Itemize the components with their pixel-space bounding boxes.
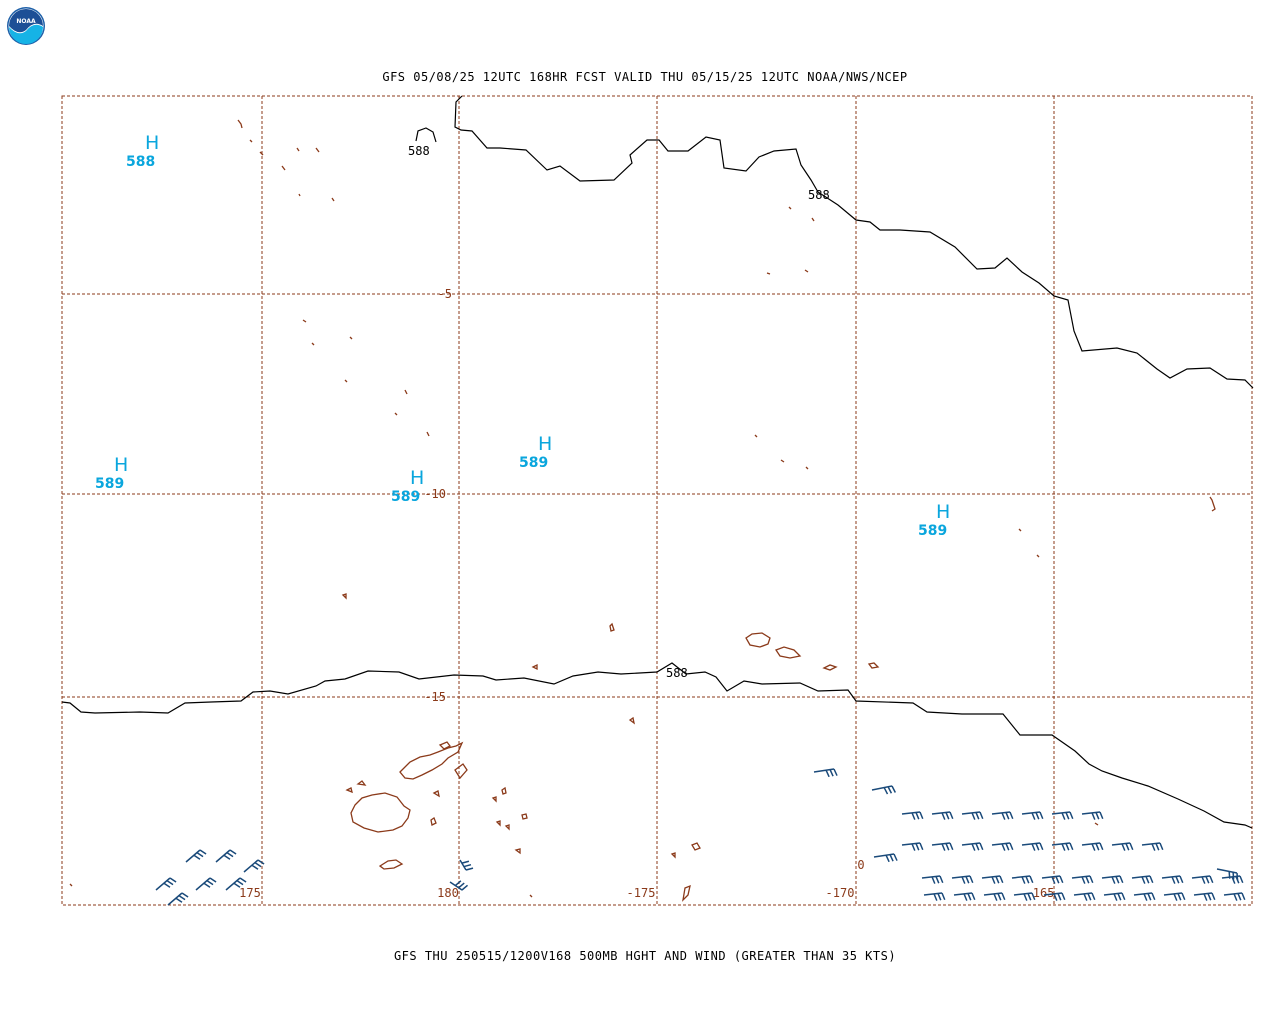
high-center-letter: H <box>114 454 128 476</box>
wind-barb <box>1081 811 1104 820</box>
wind-barb <box>961 842 984 851</box>
lon-label-170w: -170 <box>826 886 855 900</box>
wind-barb <box>1216 868 1239 881</box>
high-center-value: 589 <box>391 489 420 505</box>
wind-barb <box>951 875 974 884</box>
wind-barb <box>901 842 924 851</box>
wind-barb <box>1013 892 1036 901</box>
wind-barb <box>185 849 207 863</box>
wind-barb <box>813 768 838 778</box>
wind-barb <box>871 785 897 795</box>
wind-barb <box>195 877 217 891</box>
wind-barb <box>215 849 237 863</box>
wind-barb <box>981 875 1004 884</box>
contour-label: 588 <box>808 188 830 202</box>
wind-barb <box>1161 875 1184 884</box>
wind-barb <box>1021 842 1044 851</box>
wind-barb <box>1081 842 1104 851</box>
high-center-value: 589 <box>918 523 947 539</box>
wind-barb <box>1101 875 1124 884</box>
wind-barb <box>1111 842 1134 851</box>
high-center-letter: H <box>936 501 950 523</box>
wind-barb <box>1141 842 1164 851</box>
wind-barb <box>1041 875 1064 884</box>
high-center-value: 588 <box>126 154 155 170</box>
wind-barb <box>155 877 177 891</box>
high-center-letter: H <box>410 467 424 489</box>
wind-barb <box>1103 892 1126 901</box>
wind-barb <box>1163 892 1186 901</box>
wind-barb <box>901 811 924 820</box>
contour-label: 588 <box>408 144 430 158</box>
wind-barb <box>921 875 944 884</box>
high-center-letter: H <box>145 132 159 154</box>
svg-text:NOAA: NOAA <box>16 18 36 25</box>
wind-barb <box>961 811 984 820</box>
wind-barb <box>983 892 1006 901</box>
lat-label-10: -10 <box>424 487 446 501</box>
wind-barb <box>931 842 954 851</box>
wind-barb <box>923 892 946 901</box>
wind-barb <box>1051 842 1074 851</box>
wind-barb <box>1011 875 1034 884</box>
lon-label-175w: -175 <box>627 886 656 900</box>
high-center-letter: H <box>538 433 552 455</box>
wind-barb <box>459 859 474 871</box>
wind-barb <box>991 811 1014 820</box>
contour-label: 588 <box>666 666 688 680</box>
wind-barb <box>225 877 247 891</box>
wind-barb <box>1073 892 1096 901</box>
wind-barb <box>1071 875 1094 884</box>
wind-barb <box>1223 892 1246 901</box>
wind-barb <box>991 842 1014 851</box>
edge-fragment-label: 0 <box>857 858 864 872</box>
lat-label-15: -15 <box>424 690 446 704</box>
wind-barb <box>449 880 469 891</box>
lat-label-5: -5 <box>438 287 452 301</box>
wind-barb <box>1051 811 1074 820</box>
wind-barb <box>1191 875 1214 884</box>
wind-barb <box>873 853 898 863</box>
coastlines <box>69 119 1216 902</box>
lon-label-180: 180 <box>437 886 459 900</box>
wind-barb <box>1021 811 1044 820</box>
lon-label-175e: 175 <box>239 886 261 900</box>
high-center-value: 589 <box>95 476 124 492</box>
wind-barb <box>1131 875 1154 884</box>
wind-barb <box>931 811 954 820</box>
wind-barb <box>167 892 189 906</box>
wind-barb <box>1133 892 1156 901</box>
wind-barb <box>953 892 976 901</box>
noaa-logo-icon: NOAA <box>7 7 45 45</box>
wind-barb <box>1221 875 1244 884</box>
wind-barb <box>243 859 265 873</box>
wind-barb <box>1043 892 1066 901</box>
product-description: GFS THU 250515/1200V168 500MB HGHT AND W… <box>393 949 897 963</box>
height-contours <box>61 95 1254 829</box>
wind-barb <box>1193 892 1216 901</box>
high-center-value: 589 <box>519 455 548 471</box>
graticule <box>61 95 1253 906</box>
wind-barbs <box>155 768 1246 906</box>
forecast-title: GFS 05/08/25 12UTC 168HR FCST VALID THU … <box>382 70 908 84</box>
